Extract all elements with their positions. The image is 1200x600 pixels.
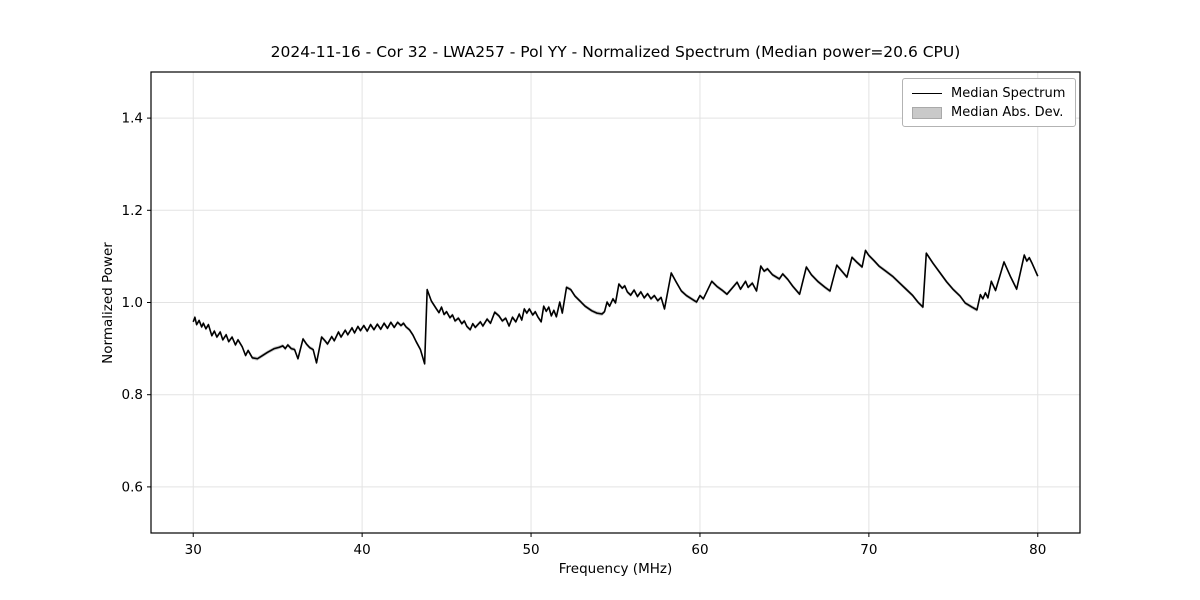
- legend-label: Median Spectrum: [951, 86, 1066, 101]
- legend: Median Spectrum Median Abs. Dev.: [902, 78, 1076, 127]
- x-tick-label: 40: [354, 542, 371, 558]
- plot-title: 2024-11-16 - Cor 32 - LWA257 - Pol YY - …: [270, 43, 961, 61]
- y-tick-label: 1.2: [122, 203, 143, 219]
- legend-entry-median-abs-dev: Median Abs. Dev.: [903, 103, 1075, 122]
- legend-label: Median Abs. Dev.: [951, 105, 1064, 120]
- median-spectrum-line: [192, 249, 1039, 365]
- y-tick-label: 1.0: [122, 295, 143, 311]
- y-tick-label: 0.8: [122, 387, 143, 403]
- x-tick-label: 70: [860, 542, 877, 558]
- line-swatch-icon: [912, 93, 942, 94]
- y-axis-label: Normalized Power: [100, 242, 116, 364]
- x-tick-label: 80: [1029, 542, 1046, 558]
- x-tick-label: 30: [185, 542, 202, 558]
- patch-swatch-icon: [912, 106, 942, 119]
- y-tick-label: 0.6: [122, 479, 143, 495]
- x-tick-label: 50: [522, 542, 539, 558]
- y-tick-label: 1.4: [122, 111, 143, 127]
- x-tick-label: 60: [691, 542, 708, 558]
- legend-entry-median-spectrum: Median Spectrum: [903, 84, 1075, 103]
- x-axis-label: Frequency (MHz): [558, 561, 673, 577]
